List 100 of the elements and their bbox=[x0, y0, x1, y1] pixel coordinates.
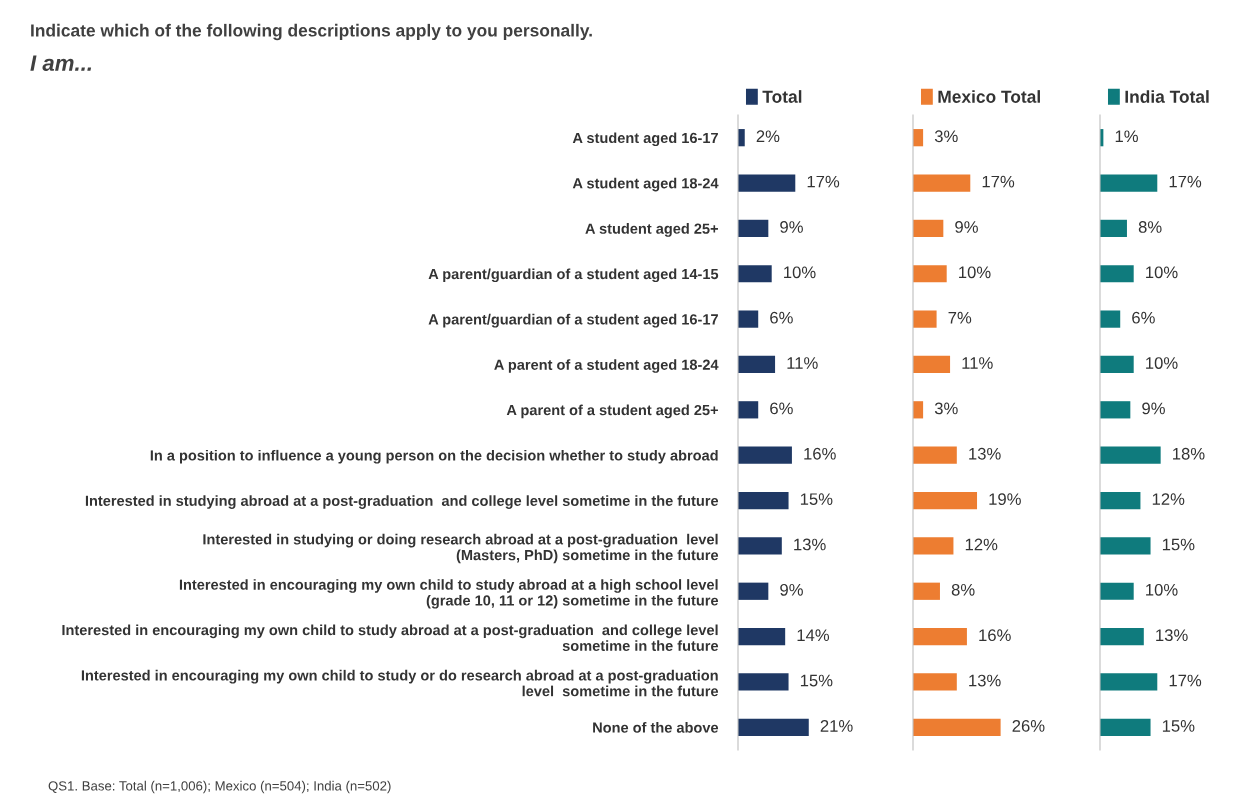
bar bbox=[738, 627, 786, 646]
bar bbox=[913, 582, 940, 600]
data-label: 10% bbox=[959, 266, 991, 279]
bar bbox=[1100, 310, 1121, 328]
data-label: 15% bbox=[800, 493, 833, 506]
bar bbox=[738, 673, 789, 691]
data-label: 15% bbox=[800, 674, 833, 687]
data-label: 1% bbox=[1115, 130, 1138, 143]
bar bbox=[913, 355, 951, 374]
data-label: 11% bbox=[962, 357, 993, 369]
bar bbox=[738, 446, 792, 464]
y-tick-label: Interested in encouraging my own child to study or do research abroad at a post-graduation level sometime in the future bbox=[81, 669, 719, 697]
data-label: 6% bbox=[1132, 311, 1155, 324]
data-label: 15% bbox=[1162, 538, 1195, 551]
data-label: 15% bbox=[1162, 720, 1195, 732]
data-label: 17% bbox=[1169, 674, 1202, 687]
data-label: 14% bbox=[797, 629, 830, 642]
y-tick-label: Interested in encouraging my own child to study abroad at a post-graduation and college level sometime in the future bbox=[62, 624, 719, 651]
bar bbox=[738, 401, 759, 419]
y-tick-label: A parent/guardian of a student aged 16-17 bbox=[428, 313, 718, 328]
data-label: 6% bbox=[770, 311, 793, 324]
y-tick-label: Interested in encouraging my own child to study abroad at a high school level (grade 10, 11 or 12) sometime in the future bbox=[179, 579, 719, 609]
bar bbox=[1100, 265, 1134, 283]
text: I am... bbox=[30, 55, 92, 71]
y-tick-label: Interested in studying abroad at a post-graduation and college level sometime in the future bbox=[85, 495, 719, 509]
data-label: 12% bbox=[1152, 493, 1185, 505]
bar bbox=[738, 310, 759, 328]
bar bbox=[738, 718, 809, 736]
data-label: 6% bbox=[770, 402, 793, 415]
data-label: 7% bbox=[948, 311, 972, 324]
bar bbox=[1100, 627, 1144, 646]
data-label: 3% bbox=[934, 130, 958, 143]
data-label: 11% bbox=[787, 357, 818, 369]
data-label: 19% bbox=[989, 493, 1021, 506]
data-label: 17% bbox=[807, 175, 840, 188]
data-label: 10% bbox=[784, 266, 816, 279]
y-tick-label: A parent/guardian of a student aged 14-15 bbox=[428, 268, 719, 283]
bar bbox=[1100, 491, 1141, 510]
bar bbox=[1100, 219, 1127, 238]
data-label: 12% bbox=[965, 538, 998, 551]
bar bbox=[913, 537, 954, 555]
bar bbox=[1100, 537, 1151, 555]
text: Indicate which of the following descriptions apply to you personally. bbox=[31, 23, 592, 41]
data-label: 17% bbox=[1169, 175, 1202, 188]
bar bbox=[913, 627, 967, 646]
data-label: 13% bbox=[969, 674, 1001, 687]
y-tick-label: A student aged 18-24 bbox=[572, 177, 719, 192]
data-label: 3% bbox=[934, 402, 958, 415]
bar bbox=[1100, 446, 1161, 464]
bar bbox=[738, 537, 782, 555]
bar bbox=[738, 174, 796, 192]
data-label: 8% bbox=[951, 583, 975, 596]
bar bbox=[738, 582, 769, 600]
bar bbox=[1100, 355, 1134, 374]
bar bbox=[913, 310, 937, 328]
y-tick-label: Interested in studying or doing research abroad at a post-graduation level (Masters, PhD) sometime in the future bbox=[203, 533, 719, 564]
bar bbox=[738, 219, 769, 238]
data-label: 16% bbox=[979, 629, 1011, 642]
bar bbox=[913, 219, 944, 238]
bar bbox=[913, 174, 971, 192]
data-label: 9% bbox=[955, 221, 978, 233]
data-label: 9% bbox=[780, 583, 803, 596]
data-label: 10% bbox=[1146, 266, 1178, 279]
data-label: 9% bbox=[780, 221, 803, 233]
legend-label: Total bbox=[762, 90, 802, 103]
data-label: 13% bbox=[1156, 629, 1188, 642]
data-label: 13% bbox=[794, 538, 826, 551]
bar bbox=[738, 491, 789, 510]
bar bbox=[1100, 718, 1151, 736]
data-label: 8% bbox=[1138, 221, 1162, 233]
y-tick-label: A student aged 16-17 bbox=[572, 132, 718, 147]
data-label: 10% bbox=[1146, 357, 1178, 369]
y-tick-label: A student aged 25+ bbox=[585, 223, 718, 237]
bar bbox=[1100, 673, 1158, 691]
data-label: 10% bbox=[1146, 583, 1178, 596]
y-tick-label: In a position to influence a young person on the decision whether to study abroad bbox=[150, 449, 718, 464]
data-label: 16% bbox=[804, 447, 836, 460]
data-label: 26% bbox=[1012, 719, 1045, 732]
data-label: 21% bbox=[820, 719, 853, 732]
y-tick-label: None of the above bbox=[593, 722, 719, 733]
y-tick-label: A parent of a student aged 25+ bbox=[506, 404, 718, 419]
bar bbox=[913, 446, 957, 464]
bar bbox=[738, 265, 772, 283]
legend-label: India Total bbox=[1125, 90, 1209, 103]
data-label: 9% bbox=[1142, 402, 1165, 415]
bar bbox=[913, 491, 978, 510]
bar bbox=[913, 673, 957, 691]
bar bbox=[913, 265, 947, 283]
data-label: 18% bbox=[1173, 447, 1205, 460]
data-label: 2% bbox=[756, 130, 780, 143]
bar bbox=[913, 718, 1001, 736]
legend-label: Mexico Total bbox=[938, 90, 1040, 103]
data-label: 13% bbox=[969, 447, 1001, 460]
bar bbox=[1100, 174, 1158, 192]
data-label: 17% bbox=[982, 175, 1015, 188]
y-tick-label: A parent of a student aged 18-24 bbox=[494, 359, 719, 373]
text: QS1. Base: Total (n=1,006); Mexico (n=504); India (n=502) bbox=[48, 780, 391, 794]
bar bbox=[1100, 401, 1131, 419]
bar bbox=[1100, 582, 1134, 600]
bar bbox=[738, 355, 776, 374]
